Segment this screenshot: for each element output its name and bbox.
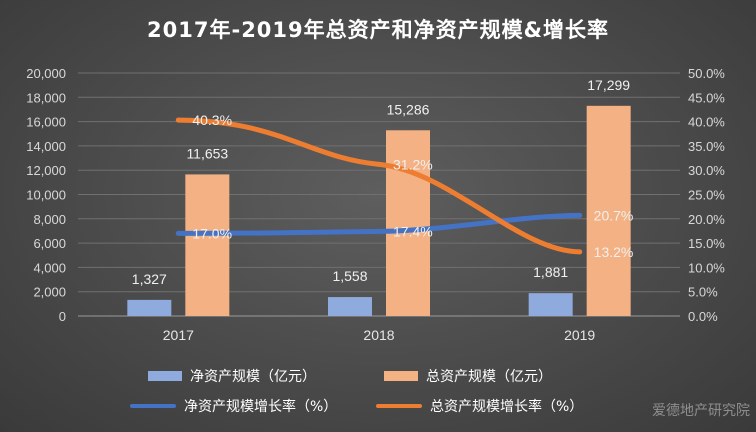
- net-assets-data-label: 1,558: [332, 268, 367, 284]
- legend-label-total-assets: 总资产规模（亿元）: [426, 369, 552, 385]
- y2-tick-label: 50.0%: [688, 66, 725, 81]
- net-assets-data-label: 1,327: [132, 271, 167, 287]
- y2-tick-label: 0.0%: [688, 309, 718, 324]
- y2-tick-label: 10.0%: [688, 260, 725, 275]
- y-tick-label: 6,000: [33, 236, 66, 251]
- y-tick-label: 4,000: [33, 260, 66, 275]
- total-assets-data-label: 11,653: [186, 145, 228, 161]
- y2-tick-label: 45.0%: [688, 90, 725, 105]
- legend-item-net-growth: 净资产规模增长率（%）: [130, 396, 337, 416]
- y-tick-label: 20,000: [26, 66, 66, 81]
- y2-tick-label: 35.0%: [688, 139, 725, 154]
- legend-swatch-total-assets: [384, 371, 418, 381]
- total-growth-data-label: 31.2%: [393, 156, 433, 172]
- total-growth-point: [376, 161, 382, 167]
- legend-label-net-assets: 净资产规模（亿元）: [190, 369, 316, 385]
- net-growth-point: [577, 212, 583, 218]
- y-tick-label: 10,000: [26, 188, 66, 203]
- legend-swatch-total-growth: [376, 404, 422, 408]
- net-growth-point: [175, 230, 181, 236]
- total-assets-bar: [586, 105, 631, 317]
- total-assets-bar: [185, 174, 230, 316]
- net-growth-data-label: 17.0%: [192, 225, 232, 241]
- lines: [175, 117, 583, 255]
- y-tick-label: 0: [59, 309, 66, 324]
- legend-item-total-growth: 总资产规模增长率（%）: [376, 396, 583, 416]
- net-growth-data-label: 17.4%: [393, 223, 433, 239]
- data-labels: 1,327 11,653 1,558 15,286 1,881 17,299 17.0% 17…: [132, 77, 634, 287]
- net-assets-bar: [528, 293, 573, 316]
- right-axis-ticks: 0.0% 5.0% 10.0% 15.0% 20.0% 25.0% 30.0% 35.0% 40…: [688, 66, 725, 324]
- y-tick-label: 14,000: [26, 139, 66, 154]
- chart-title: 2017年-2019年总资产和净资产规模&增长率: [147, 18, 609, 42]
- x-tick-label: 2019: [564, 327, 595, 343]
- y-tick-label: 2,000: [33, 285, 66, 300]
- total-assets-data-label: 15,286: [387, 101, 430, 117]
- y-tick-label: 8,000: [33, 212, 66, 227]
- legend-swatch-net-growth: [130, 404, 176, 408]
- y-tick-label: 12,000: [26, 163, 66, 178]
- legend-label-net-growth: 净资产规模增长率（%）: [184, 399, 338, 415]
- legend-item-total-assets: 总资产规模（亿元）: [384, 366, 552, 386]
- total-growth-point: [175, 117, 181, 123]
- legend-item-net-assets: 净资产规模（亿元）: [148, 366, 316, 386]
- y-tick-label: 18,000: [26, 90, 66, 105]
- net-assets-data-label: 1,881: [533, 264, 568, 280]
- left-axis-ticks: 0 2,000 4,000 6,000 8,000 10,000 12,000 14,000 1…: [26, 66, 66, 324]
- y-tick-label: 16,000: [26, 115, 66, 130]
- legend-swatch-net-assets: [148, 371, 182, 381]
- total-assets-bar: [386, 130, 430, 316]
- net-growth-point: [376, 228, 382, 234]
- net-growth-data-label: 20.7%: [594, 207, 634, 223]
- y2-tick-label: 40.0%: [688, 115, 725, 130]
- legend-label-total-growth: 总资产规模增长率（%）: [430, 399, 584, 415]
- total-growth-data-label: 13.2%: [594, 244, 634, 260]
- total-growth-point: [577, 249, 583, 255]
- watermark: 爱德地产研究院: [652, 403, 750, 419]
- total-growth-data-label: 40.3%: [192, 112, 232, 128]
- y2-tick-label: 25.0%: [688, 188, 725, 203]
- x-tick-label: 2017: [163, 327, 194, 343]
- y2-tick-label: 30.0%: [688, 163, 725, 178]
- total-assets-data-label: 17,299: [587, 77, 630, 93]
- y2-tick-label: 20.0%: [688, 212, 725, 227]
- y2-tick-label: 15.0%: [688, 236, 725, 251]
- net-assets-bar: [328, 297, 372, 316]
- y2-tick-label: 5.0%: [688, 285, 718, 300]
- bars: [127, 105, 631, 317]
- x-axis-ticks: 2017 2018 2019: [163, 327, 596, 343]
- net-assets-bar: [127, 299, 172, 316]
- x-tick-label: 2018: [363, 327, 394, 343]
